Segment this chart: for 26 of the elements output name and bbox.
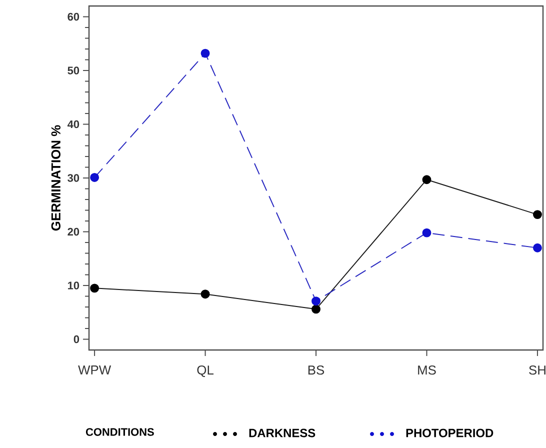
point: [90, 172, 100, 182]
point: [422, 175, 432, 184]
x-tick-label: QL: [197, 365, 214, 377]
y-tick-label: 40: [67, 120, 80, 128]
y-tick-label: 30: [68, 174, 80, 182]
y-tick-label: 60: [68, 12, 80, 21]
point: [532, 210, 542, 220]
x-tick-label: WPW: [78, 365, 112, 374]
point: [532, 243, 542, 252]
y-tick-label: 0: [74, 335, 80, 344]
x-tick-label: SH: [529, 365, 546, 375]
point: [200, 290, 210, 299]
y-tick-label: 50: [68, 66, 80, 74]
point: [312, 296, 320, 306]
legend-label: PHOTOPERIOD: [406, 428, 494, 438]
x-tick-label: BS: [308, 365, 324, 375]
y-axis-title: GERMINATION %: [51, 125, 60, 231]
point: [312, 304, 320, 314]
point: [422, 228, 432, 238]
point: [200, 48, 210, 58]
y-tick-label: 10: [68, 282, 80, 290]
x-tick-label: MS: [418, 365, 436, 375]
legend-label: DARKNESS: [249, 428, 316, 438]
legend-title: CONDITIONS: [86, 428, 154, 436]
point: [90, 284, 100, 293]
y-tick-label: 20: [68, 228, 80, 236]
